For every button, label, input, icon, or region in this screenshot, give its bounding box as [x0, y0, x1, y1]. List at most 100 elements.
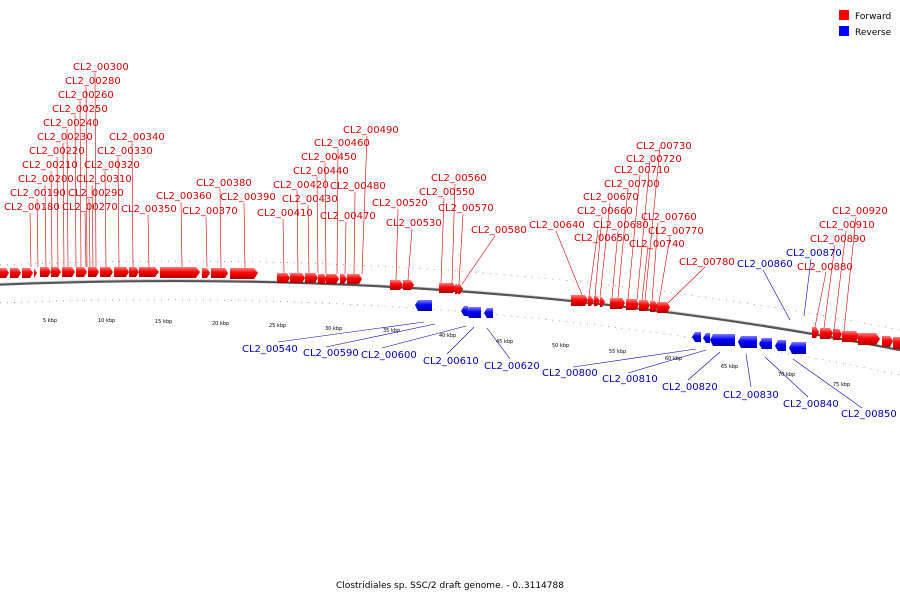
gene-arrow — [820, 328, 833, 339]
legend-label-reverse: Reverse — [855, 28, 892, 38]
gene-arrow — [626, 299, 639, 310]
gene-arrow — [461, 306, 468, 316]
gene-label-CL2_00280: CL2_00280 — [65, 76, 121, 87]
gene-arrow — [100, 267, 113, 277]
gene-label-CL2_00530: CL2_00530 — [386, 218, 442, 229]
tick-label-70kbp: 70 kbp — [778, 372, 795, 378]
gene-arrow — [710, 334, 735, 346]
gene-arrow — [812, 327, 819, 338]
gene-arrow — [305, 273, 318, 283]
gene-label-CL2_00310: CL2_00310 — [76, 174, 132, 185]
gene-label-CL2_00830: CL2_00830 — [723, 390, 779, 401]
gene-label-CL2_00460: CL2_00460 — [314, 138, 370, 149]
gene-label-CL2_00860: CL2_00860 — [737, 259, 793, 270]
gene-label-CL2_00380: CL2_00380 — [196, 178, 252, 189]
gene-arrow — [439, 283, 456, 293]
tick-label-50kbp: 50 kbp — [552, 343, 569, 349]
gene-arrow — [340, 274, 347, 284]
gene-label-CL2_00680: CL2_00680 — [593, 220, 649, 231]
gene-label-CL2_00890: CL2_00890 — [810, 234, 866, 245]
gene-label-CL2_00390: CL2_00390 — [220, 192, 276, 203]
reverse-gene-labels: CL2_00540 CL2_00590 CL2_00600 CL2_00610 … — [242, 248, 897, 420]
gene-arrow — [62, 267, 75, 277]
gene-arrow — [390, 280, 403, 290]
gene-arrow — [882, 336, 893, 347]
gene-label-CL2_00710: CL2_00710 — [614, 165, 670, 176]
gene-arrow — [51, 267, 61, 277]
gene-arrow — [22, 268, 33, 278]
gene-arrow — [650, 301, 658, 312]
gene-label-CL2_00190: CL2_00190 — [10, 188, 66, 199]
gene-label-CL2_00740: CL2_00740 — [629, 239, 685, 250]
gene-label-CL2_00580: CL2_00580 — [471, 225, 527, 236]
gene-arrow — [657, 302, 670, 313]
gene-label-CL2_00720: CL2_00720 — [626, 154, 682, 165]
gene-label-CL2_00700: CL2_00700 — [604, 179, 660, 190]
gene-label-CL2_00620: CL2_00620 — [484, 361, 540, 372]
gene-arrow — [610, 298, 625, 309]
gene-label-CL2_00320: CL2_00320 — [84, 160, 140, 171]
gene-label-CL2_00850: CL2_00850 — [841, 409, 897, 420]
gene-arrow — [34, 268, 37, 278]
gene-arrow — [211, 268, 228, 278]
gene-arrow — [842, 331, 859, 342]
gene-label-CL2_00920: CL2_00920 — [832, 206, 888, 217]
gene-arrow — [833, 329, 842, 340]
tick-label-15kbp: 15 kbp — [155, 319, 172, 325]
gene-arrow — [484, 308, 493, 318]
gene-label-CL2_00420: CL2_00420 — [273, 180, 329, 191]
gene-arrow — [347, 274, 362, 284]
gene-label-CL2_00540: CL2_00540 — [242, 344, 298, 355]
gene-label-CL2_00470: CL2_00470 — [320, 211, 376, 222]
gene-arrow — [290, 273, 305, 283]
tick-label-40kbp: 40 kbp — [439, 333, 456, 339]
gene-arrow — [114, 267, 129, 277]
gene-arrow — [277, 273, 290, 283]
gene-label-CL2_00610: CL2_00610 — [423, 356, 479, 367]
forward-gene-labels: CL2_00180 CL2_00190 CL2_00200 CL2_00210 … — [4, 62, 888, 332]
gene-label-CL2_00240: CL2_00240 — [43, 118, 99, 129]
gene-arrow — [639, 300, 650, 311]
gene-arrow — [202, 268, 210, 278]
gene-label-CL2_00440: CL2_00440 — [293, 166, 349, 177]
gene-label-CL2_00490: CL2_00490 — [343, 125, 399, 136]
tick-label-60kbp: 60 kbp — [665, 356, 682, 362]
gene-arrow — [858, 333, 880, 345]
legend-swatch-forward — [839, 10, 849, 20]
gene-label-CL2_00300: CL2_00300 — [73, 62, 129, 73]
gene-label-CL2_00230: CL2_00230 — [37, 132, 93, 143]
gene-label-CL2_00870: CL2_00870 — [786, 248, 842, 259]
tick-label-35kbp: 35 kbp — [383, 328, 400, 334]
gene-label-CL2_00800: CL2_00800 — [542, 368, 598, 379]
gene-arrow — [458, 284, 463, 294]
tick-label-20kbp: 20 kbp — [212, 321, 229, 327]
gene-label-CL2_00670: CL2_00670 — [583, 192, 639, 203]
gene-arrow — [230, 268, 258, 279]
gene-label-CL2_00560: CL2_00560 — [431, 173, 487, 184]
legend-label-forward: Forward — [855, 12, 891, 22]
gene-label-CL2_00200: CL2_00200 — [18, 174, 74, 185]
gene-label-CL2_00220: CL2_00220 — [29, 146, 85, 157]
gene-label-CL2_00520: CL2_00520 — [372, 198, 428, 209]
gene-arrow — [588, 296, 594, 306]
gene-arrow — [600, 297, 605, 307]
tick-label-10kbp: 10 kbp — [98, 318, 115, 324]
gene-label-CL2_00180: CL2_00180 — [4, 202, 60, 213]
gene-label-CL2_00650: CL2_00650 — [574, 233, 630, 244]
gene-arrow — [139, 267, 159, 277]
gene-arrow — [455, 284, 460, 294]
reverse-leader-lines — [277, 258, 863, 409]
gene-label-CL2_00250: CL2_00250 — [52, 104, 108, 115]
gene-label-CL2_00270: CL2_00270 — [62, 202, 118, 213]
gene-label-CL2_00770: CL2_00770 — [648, 226, 704, 237]
gene-label-CL2_00210: CL2_00210 — [22, 160, 78, 171]
gene-label-CL2_00350: CL2_00350 — [121, 204, 177, 215]
tick-label-75kbp: 75 kbp — [833, 382, 850, 388]
gene-label-CL2_00880: CL2_00880 — [797, 262, 853, 273]
forward-genes — [0, 267, 900, 349]
figure-caption: Clostridiales sp. SSC/2 draft genome. - … — [336, 581, 564, 591]
gene-label-CL2_00640: CL2_00640 — [529, 220, 585, 231]
tick-label-45kbp: 45 kbp — [496, 339, 513, 345]
gene-label-CL2_00820: CL2_00820 — [662, 382, 718, 393]
